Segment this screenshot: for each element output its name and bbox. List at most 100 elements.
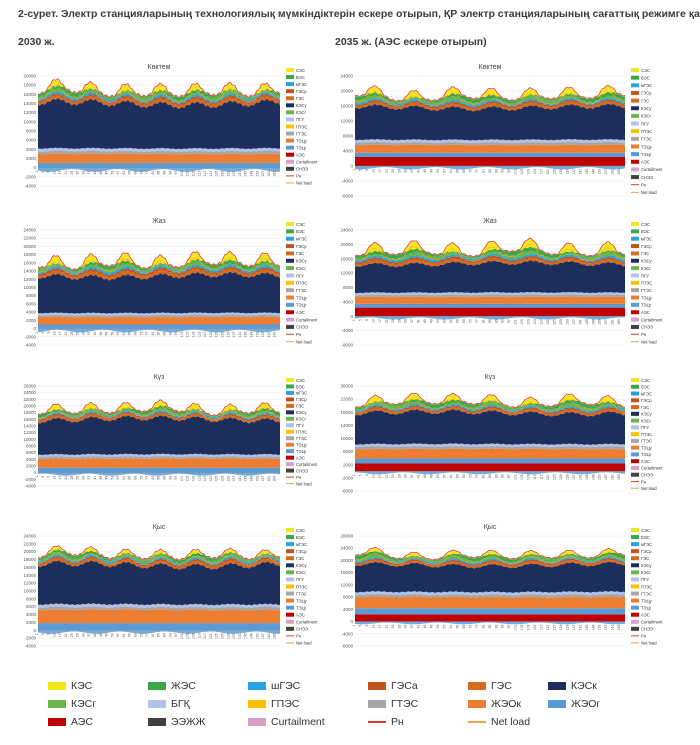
panel-legend-label: ГЭС [296,96,304,101]
legend-item: шГЭС [248,680,300,692]
area-layer [38,546,280,561]
panel-legend-swatch [631,144,639,149]
y-tick-label: -8000 [341,343,353,348]
panel-legend-label: КЭСг [296,266,306,271]
x-tick-label: 5 [41,633,45,635]
x-tick-label: 9 [365,319,369,321]
panel-legend-swatch [631,266,639,271]
panel-legend-label: Рн [296,332,302,337]
x-tick-label: 125 [215,633,219,639]
panel-title: Қыс [484,524,497,531]
panel-title: Күз [154,374,165,381]
y-tick-label: 20000 [340,242,353,247]
x-tick-label: 73 [468,624,472,628]
panel-legend-swatch [286,110,294,115]
panel-legend-label: СНЭЭ [641,473,653,478]
panel-legend-swatch [286,124,294,129]
panel-legend-swatch [286,145,294,150]
line-demand [37,78,281,99]
panel-legend-label: ГЭС [296,556,304,561]
x-tick-label: 13 [371,169,375,173]
x-tick-label: 65 [128,476,132,480]
x-tick-label: 37 [87,171,91,175]
x-tick-label: 157 [604,624,608,630]
x-tick-label: 101 [180,476,184,482]
area-layer [355,246,625,260]
panel-legend-swatch [286,462,294,467]
line-net-load [37,405,281,421]
x-tick-label: 129 [559,319,563,325]
x-tick-label: 13 [52,171,56,175]
panel-legend-label: мГЭС [296,391,307,396]
x-tick-label: 21 [384,319,388,323]
x-tick-label: 69 [134,171,138,175]
panel-legend-label: ГЭС [641,405,649,410]
x-tick-label: 117 [203,633,207,639]
y-tick-label: 24000 [23,534,36,539]
x-tick-label: 29 [397,169,401,173]
panel-legend-label: ВЭС [296,535,305,540]
x-tick-label: 9 [365,474,369,476]
panel-legend-swatch [286,103,294,108]
panel-legend-label: ГЭСр [641,398,652,403]
area-layer [355,393,625,409]
x-tick-label: 165 [617,624,621,630]
area-layer [38,97,280,150]
x-tick-label: 81 [481,169,485,173]
x-tick-label: 141 [578,624,582,630]
x-tick-label: 89 [494,624,498,628]
legend-label: АЭС [71,716,93,728]
x-tick-label: 49 [430,474,434,478]
area-layer [355,463,625,472]
x-tick-label: 145 [244,331,248,337]
x-tick-label: 137 [232,331,236,337]
panel-legend-label: СЭС [296,528,305,533]
x-tick-label: 153 [255,331,259,337]
legend-swatch [368,700,386,708]
panel-legend-label: ГТЭС [296,591,307,596]
area-layer [38,623,280,631]
panel-legend-label: ТЭЦг [641,303,652,308]
y-tick-label: 10000 [340,436,353,441]
x-tick-label: 1 [35,633,39,635]
panel-legend-label: Рн [641,332,647,337]
area-layer [355,260,625,294]
panel-legend-swatch [286,258,294,263]
x-tick-label: 129 [220,476,224,482]
panel-legend-swatch [286,236,294,241]
x-tick-label: 57 [116,476,120,480]
x-tick-label: 161 [611,169,615,175]
x-tick-label: 77 [475,474,479,478]
panel-legend-label: ГТЭС [641,288,652,293]
y-tick-label: 20000 [23,244,36,249]
y-tick-label: -2000 [341,475,353,480]
x-tick-label: 73 [139,633,143,637]
y-tick-label: 14000 [340,423,353,428]
x-tick-label: 41 [417,169,421,173]
x-tick-label: 29 [76,171,80,175]
x-tick-label: 5 [358,474,362,476]
y-tick-label: 22000 [23,397,36,402]
y-tick-label: 6000 [26,450,37,455]
line-net-load [37,85,281,104]
x-tick-label: 29 [397,474,401,478]
x-tick-label: 65 [455,319,459,323]
x-tick-label: 57 [443,169,447,173]
panel-legend-label: ПГУ [641,577,649,582]
x-tick-label: 81 [151,331,155,335]
legend-label: КЭСк [571,680,597,692]
panel-legend-swatch [286,288,294,293]
y-tick-label: 14000 [23,269,36,274]
panel-legend-label: КЭСг [641,114,651,119]
y-tick-label: 2000 [26,464,37,469]
x-tick-label: 85 [488,169,492,173]
x-tick-label: 121 [209,633,213,639]
x-tick-label: 165 [273,331,277,337]
panel-legend-swatch [286,436,294,441]
area-layer [355,614,625,622]
panel-legend-label: Curtailment [641,317,663,322]
legend-item: АЭС [48,716,93,728]
y-tick-label: -4000 [341,179,353,184]
legend-item: ЭЭЖЖ [148,716,205,728]
panel-legend-label: ВЭС [296,384,305,389]
